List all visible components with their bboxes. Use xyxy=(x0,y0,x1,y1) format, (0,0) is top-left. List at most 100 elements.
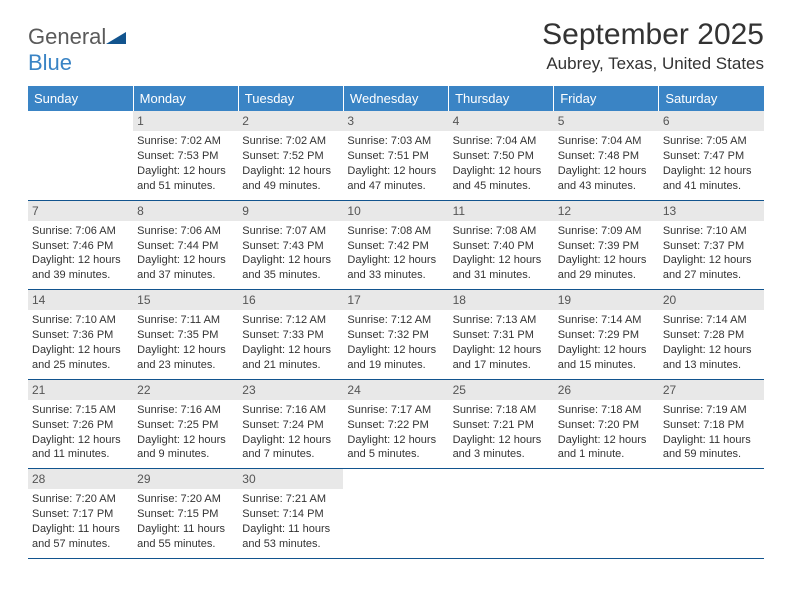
sunrise-text: Sunrise: 7:10 AM xyxy=(32,313,129,328)
sunset-text: Sunset: 7:18 PM xyxy=(663,418,760,433)
calendar-cell: 23Sunrise: 7:16 AMSunset: 7:24 PMDayligh… xyxy=(238,379,343,469)
sunrise-text: Sunrise: 7:02 AM xyxy=(242,134,339,149)
calendar-cell: 13 Sunrise: 7:10 AMSunset: 7:37 PMDayligh… xyxy=(659,200,764,290)
sunrise-text: Sunrise: 7:04 AM xyxy=(453,134,550,149)
sunset-text: Sunset: 7:29 PM xyxy=(558,328,655,343)
daylight-text: Daylight: 12 hours and 47 minutes. xyxy=(347,164,444,194)
daylight-text: Daylight: 11 hours and 57 minutes. xyxy=(32,522,129,552)
day-number: 1 xyxy=(133,111,238,131)
daylight-text: Daylight: 11 hours and 59 minutes. xyxy=(663,433,760,463)
sunrise-text: Sunrise: 7:20 AM xyxy=(32,492,129,507)
sunset-text: Sunset: 7:31 PM xyxy=(453,328,550,343)
sunrise-text: Sunrise: 7:06 AM xyxy=(32,224,129,239)
day-header: Thursday xyxy=(449,86,554,111)
daylight-text: Daylight: 12 hours and 45 minutes. xyxy=(453,164,550,194)
daylight-text: Daylight: 11 hours and 55 minutes. xyxy=(137,522,234,552)
daylight-text: Daylight: 12 hours and 15 minutes. xyxy=(558,343,655,373)
sunset-text: Sunset: 7:15 PM xyxy=(137,507,234,522)
calendar-cell: 3Sunrise: 7:03 AMSunset: 7:51 PMDaylight… xyxy=(343,111,448,200)
calendar-week-row: 21Sunrise: 7:15 AMSunset: 7:26 PMDayligh… xyxy=(28,379,764,469)
sunrise-text: Sunrise: 7:14 AM xyxy=(558,313,655,328)
calendar-cell: 27Sunrise: 7:19 AMSunset: 7:18 PMDayligh… xyxy=(659,379,764,469)
sunset-text: Sunset: 7:39 PM xyxy=(558,239,655,254)
sunset-text: Sunset: 7:33 PM xyxy=(242,328,339,343)
day-number: 18 xyxy=(449,290,554,310)
day-number: 17 xyxy=(343,290,448,310)
day-number: 15 xyxy=(133,290,238,310)
sunrise-text: Sunrise: 7:11 AM xyxy=(137,313,234,328)
calendar-cell xyxy=(343,469,448,559)
daylight-text: Daylight: 12 hours and 33 minutes. xyxy=(347,253,444,283)
sunset-text: Sunset: 7:37 PM xyxy=(663,239,760,254)
sunset-text: Sunset: 7:46 PM xyxy=(32,239,129,254)
daylight-text: Daylight: 12 hours and 11 minutes. xyxy=(32,433,129,463)
calendar-cell xyxy=(28,111,133,200)
calendar-cell xyxy=(554,469,659,559)
sunset-text: Sunset: 7:14 PM xyxy=(242,507,339,522)
sunrise-text: Sunrise: 7:14 AM xyxy=(663,313,760,328)
sunset-text: Sunset: 7:53 PM xyxy=(137,149,234,164)
day-number: 3 xyxy=(343,111,448,131)
sunrise-text: Sunrise: 7:10 AM xyxy=(663,224,760,239)
calendar-cell: 4Sunrise: 7:04 AMSunset: 7:50 PMDaylight… xyxy=(449,111,554,200)
day-number: 24 xyxy=(343,380,448,400)
sunset-text: Sunset: 7:36 PM xyxy=(32,328,129,343)
day-number: 29 xyxy=(133,469,238,489)
logo-text: General Blue xyxy=(28,24,126,76)
sunrise-text: Sunrise: 7:12 AM xyxy=(347,313,444,328)
calendar-cell: 19Sunrise: 7:14 AMSunset: 7:29 PMDayligh… xyxy=(554,290,659,380)
calendar-week-row: 28Sunrise: 7:20 AMSunset: 7:17 PMDayligh… xyxy=(28,469,764,559)
sunset-text: Sunset: 7:22 PM xyxy=(347,418,444,433)
calendar-cell: 30Sunrise: 7:21 AMSunset: 7:14 PMDayligh… xyxy=(238,469,343,559)
daylight-text: Daylight: 12 hours and 13 minutes. xyxy=(663,343,760,373)
calendar-cell: 14Sunrise: 7:10 AMSunset: 7:36 PMDayligh… xyxy=(28,290,133,380)
calendar-cell: 22Sunrise: 7:16 AMSunset: 7:25 PMDayligh… xyxy=(133,379,238,469)
day-number: 16 xyxy=(238,290,343,310)
day-number: 13 xyxy=(659,201,764,221)
calendar-cell xyxy=(659,469,764,559)
day-number: 22 xyxy=(133,380,238,400)
daylight-text: Daylight: 12 hours and 31 minutes. xyxy=(453,253,550,283)
daylight-text: Daylight: 12 hours and 49 minutes. xyxy=(242,164,339,194)
daylight-text: Daylight: 12 hours and 5 minutes. xyxy=(347,433,444,463)
day-number: 27 xyxy=(659,380,764,400)
sunset-text: Sunset: 7:40 PM xyxy=(453,239,550,254)
calendar-cell: 24Sunrise: 7:17 AMSunset: 7:22 PMDayligh… xyxy=(343,379,448,469)
sunrise-text: Sunrise: 7:06 AM xyxy=(137,224,234,239)
sunset-text: Sunset: 7:26 PM xyxy=(32,418,129,433)
calendar-cell: 18Sunrise: 7:13 AMSunset: 7:31 PMDayligh… xyxy=(449,290,554,380)
day-number: 9 xyxy=(238,201,343,221)
daylight-text: Daylight: 12 hours and 51 minutes. xyxy=(137,164,234,194)
calendar-cell: 17 Sunrise: 7:12 AMSunset: 7:32 PMDayligh… xyxy=(343,290,448,380)
day-number: 6 xyxy=(659,111,764,131)
daylight-text: Daylight: 12 hours and 29 minutes. xyxy=(558,253,655,283)
sunrise-text: Sunrise: 7:20 AM xyxy=(137,492,234,507)
sunset-text: Sunset: 7:43 PM xyxy=(242,239,339,254)
daylight-text: Daylight: 12 hours and 27 minutes. xyxy=(663,253,760,283)
day-number: 30 xyxy=(238,469,343,489)
logo: General Blue xyxy=(28,18,126,76)
calendar-week-row: 14Sunrise: 7:10 AMSunset: 7:36 PMDayligh… xyxy=(28,290,764,380)
logo-mark-icon xyxy=(106,24,126,49)
day-header: Wednesday xyxy=(343,86,448,111)
daylight-text: Daylight: 12 hours and 35 minutes. xyxy=(242,253,339,283)
sunrise-text: Sunrise: 7:13 AM xyxy=(453,313,550,328)
sunrise-text: Sunrise: 7:12 AM xyxy=(242,313,339,328)
day-number: 4 xyxy=(449,111,554,131)
day-number: 25 xyxy=(449,380,554,400)
sunrise-text: Sunrise: 7:09 AM xyxy=(558,224,655,239)
header: General Blue September 2025 Aubrey, Texa… xyxy=(28,18,764,76)
day-number: 20 xyxy=(659,290,764,310)
daylight-text: Daylight: 11 hours and 53 minutes. xyxy=(242,522,339,552)
daylight-text: Daylight: 12 hours and 25 minutes. xyxy=(32,343,129,373)
sunset-text: Sunset: 7:44 PM xyxy=(137,239,234,254)
calendar-table: SundayMondayTuesdayWednesdayThursdayFrid… xyxy=(28,86,764,559)
daylight-text: Daylight: 12 hours and 19 minutes. xyxy=(347,343,444,373)
day-number: 21 xyxy=(28,380,133,400)
day-header: Sunday xyxy=(28,86,133,111)
sunrise-text: Sunrise: 7:03 AM xyxy=(347,134,444,149)
calendar-cell: 1Sunrise: 7:02 AMSunset: 7:53 PMDaylight… xyxy=(133,111,238,200)
sunset-text: Sunset: 7:21 PM xyxy=(453,418,550,433)
calendar-cell xyxy=(449,469,554,559)
sunset-text: Sunset: 7:32 PM xyxy=(347,328,444,343)
